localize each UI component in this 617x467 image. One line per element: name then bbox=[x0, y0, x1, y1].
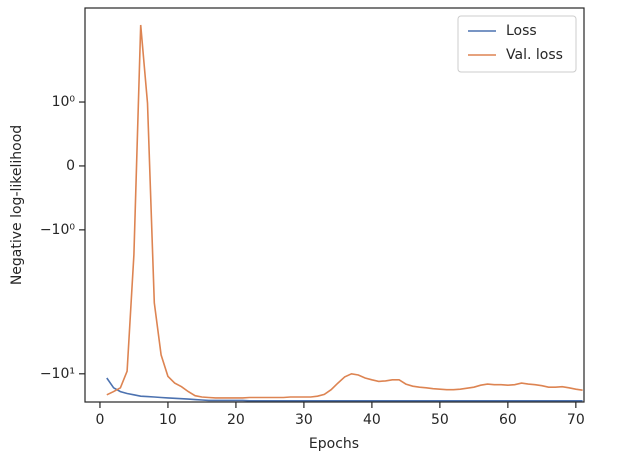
y-tick-label: −10⁰ bbox=[40, 222, 76, 238]
x-tick-label: 70 bbox=[567, 412, 585, 428]
legend-label: Loss bbox=[506, 23, 537, 39]
legend: Loss Val. loss bbox=[457, 15, 577, 73]
axes-frame bbox=[84, 7, 585, 403]
legend-box bbox=[457, 15, 577, 73]
x-axis-label: Epochs bbox=[309, 436, 359, 452]
legend-label: Val. loss bbox=[506, 47, 563, 63]
x-tick-label: 30 bbox=[295, 412, 313, 428]
y-tick-label: −10¹ bbox=[40, 366, 75, 382]
y-tick-label: 10⁰ bbox=[52, 94, 76, 110]
x-tick-label: 0 bbox=[95, 412, 104, 428]
series-line bbox=[106, 377, 583, 402]
x-tick-label: 20 bbox=[227, 412, 245, 428]
y-tick-label: 0 bbox=[66, 158, 75, 174]
x-tick-label: 50 bbox=[431, 412, 449, 428]
x-tick-label: 10 bbox=[159, 412, 177, 428]
x-tick-label: 60 bbox=[499, 412, 517, 428]
series-line bbox=[106, 24, 583, 399]
x-tick-label: 40 bbox=[363, 412, 381, 428]
y-axis-label: Negative log-likelihood bbox=[9, 125, 25, 285]
